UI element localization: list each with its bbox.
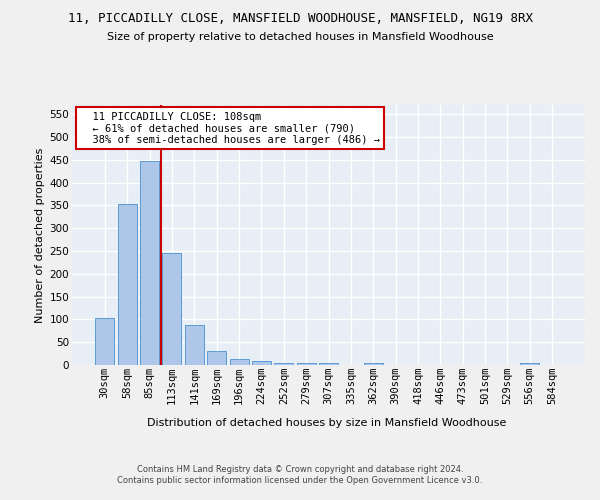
Y-axis label: Number of detached properties: Number of detached properties [35, 148, 46, 322]
Bar [520, 362, 539, 365]
Text: Distribution of detached houses by size in Mansfield Woodhouse: Distribution of detached houses by size … [148, 418, 506, 428]
Text: Contains public sector information licensed under the Open Government Licence v3: Contains public sector information licen… [118, 476, 482, 485]
Bar [296, 362, 316, 365]
Bar [230, 358, 248, 365]
Bar [163, 253, 181, 365]
Bar [140, 160, 159, 365]
Bar [274, 362, 293, 365]
Bar [207, 352, 226, 365]
Bar [95, 318, 115, 365]
Bar [319, 362, 338, 365]
Text: 11 PICCADILLY CLOSE: 108sqm
  ← 61% of detached houses are smaller (790)
  38% o: 11 PICCADILLY CLOSE: 108sqm ← 61% of det… [80, 112, 380, 144]
Bar [252, 361, 271, 365]
Text: Size of property relative to detached houses in Mansfield Woodhouse: Size of property relative to detached ho… [107, 32, 493, 42]
Text: Contains HM Land Registry data © Crown copyright and database right 2024.: Contains HM Land Registry data © Crown c… [137, 465, 463, 474]
Bar [364, 362, 383, 365]
Text: 11, PICCADILLY CLOSE, MANSFIELD WOODHOUSE, MANSFIELD, NG19 8RX: 11, PICCADILLY CLOSE, MANSFIELD WOODHOUS… [67, 12, 533, 26]
Bar [118, 204, 137, 365]
Bar [185, 325, 204, 365]
